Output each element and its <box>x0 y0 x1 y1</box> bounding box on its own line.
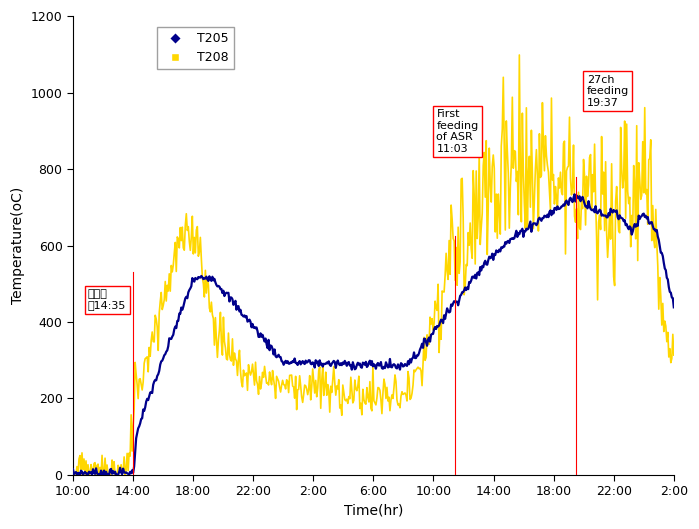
Text: 예열시
작14:35: 예열시 작14:35 <box>88 289 127 311</box>
X-axis label: Time(hr): Time(hr) <box>344 504 403 518</box>
Text: 27ch
feeding
19:37: 27ch feeding 19:37 <box>586 75 629 108</box>
Y-axis label: Temperature(oC): Temperature(oC) <box>11 187 25 304</box>
Legend: T205, T208: T205, T208 <box>157 27 234 69</box>
Text: First
feeding
of ASR
11:03: First feeding of ASR 11:03 <box>436 109 479 154</box>
